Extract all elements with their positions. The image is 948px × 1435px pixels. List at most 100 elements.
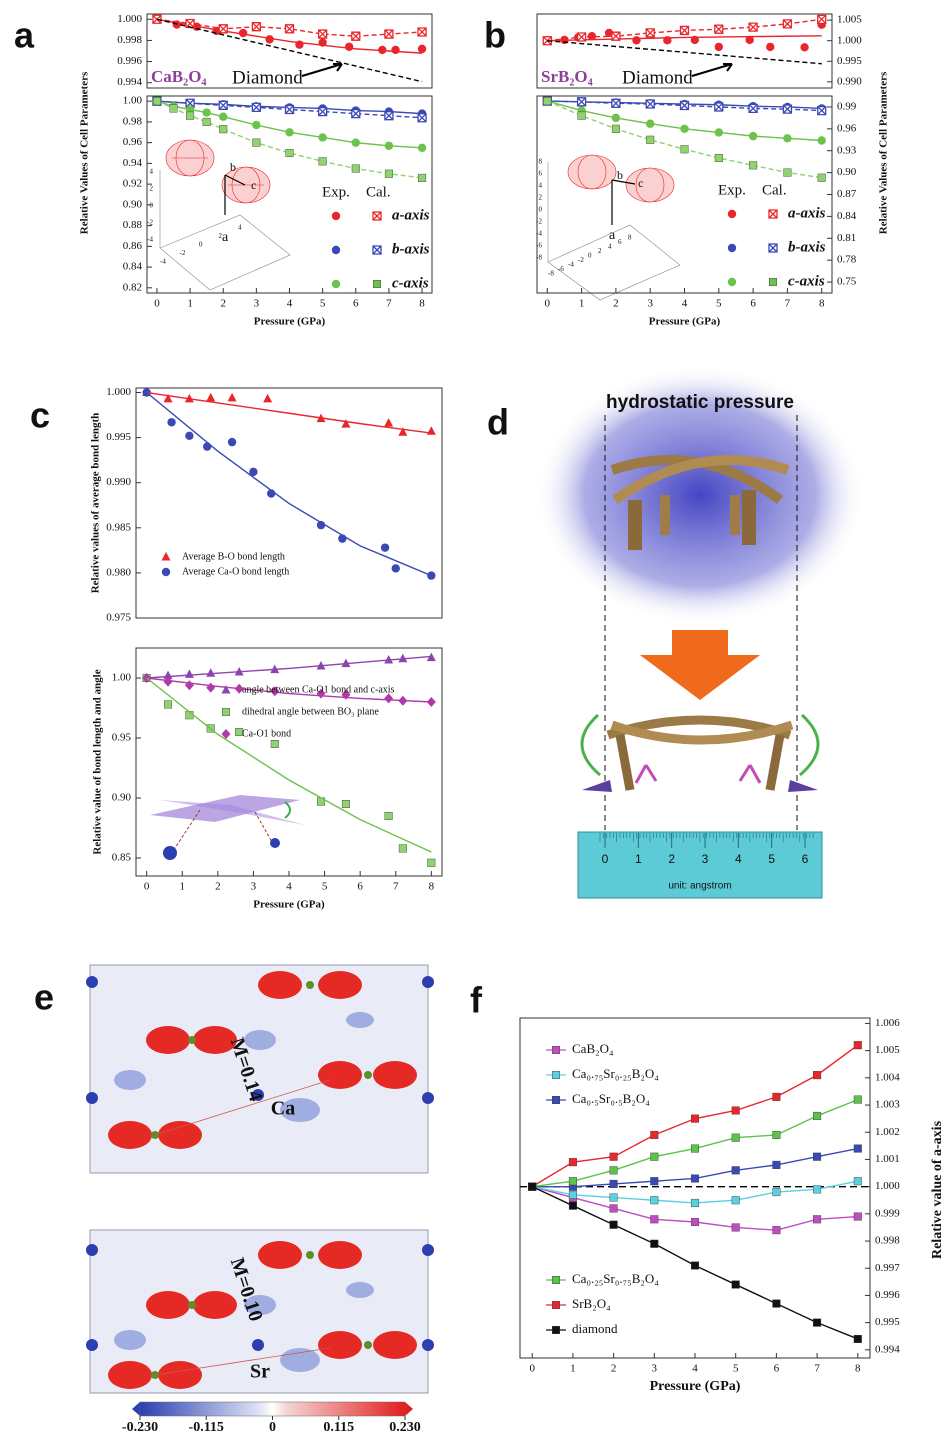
- y-tick-label: 1.002: [875, 1126, 900, 1138]
- inset-axis-label: a: [609, 228, 616, 243]
- inset-tick-label: -4: [147, 236, 153, 244]
- marker: [732, 1281, 740, 1289]
- x-tick-label: 0: [545, 298, 551, 310]
- y-tick-label: 0.84: [123, 261, 143, 273]
- x-tick-label: 4: [287, 298, 293, 310]
- marker: [715, 103, 723, 111]
- legend-label: SrB₂O₄: [572, 1296, 611, 1311]
- colorbar-tick-label: -0.230: [122, 1420, 158, 1435]
- ruler-tick-label: 4: [735, 852, 742, 866]
- y-tick-label: 1.005: [875, 1044, 900, 1056]
- marker: [783, 134, 791, 142]
- inset-tick-label: 0: [539, 206, 543, 214]
- inset-tick-label: 2: [598, 247, 602, 255]
- marker: [569, 1202, 577, 1210]
- x-tick-label: 6: [353, 298, 359, 310]
- y-tick-label: 1.000: [837, 34, 862, 46]
- marker: [528, 1183, 536, 1191]
- inset-tick-label: -4: [536, 230, 542, 238]
- legend-label: diamond: [572, 1321, 618, 1336]
- x-tick-label: 0: [529, 1363, 535, 1375]
- y-tick-label: 1.001: [875, 1153, 900, 1165]
- marker: [569, 1177, 577, 1185]
- inset-axis-label: c: [638, 176, 643, 190]
- x-axis-title: Pressure (GPa): [254, 316, 326, 328]
- marker: [373, 280, 381, 288]
- legend-header: Cal.: [366, 184, 391, 200]
- marker: [385, 142, 393, 150]
- x-tick-label: 0: [154, 298, 160, 310]
- y-tick-label: 0.78: [837, 254, 857, 266]
- marker: [749, 162, 757, 170]
- marker: [252, 103, 260, 111]
- marker: [552, 1071, 560, 1079]
- marker: [543, 97, 551, 105]
- marker: [167, 418, 175, 426]
- marker: [680, 125, 688, 133]
- marker: [854, 1096, 862, 1104]
- marker: [186, 112, 194, 120]
- ruler-tick-label: 5: [768, 852, 775, 866]
- x-tick-label: 5: [320, 298, 326, 310]
- marker: [651, 1240, 659, 1248]
- marker: [728, 278, 736, 286]
- colorbar-tick-label: 0.115: [323, 1420, 354, 1435]
- marker: [854, 1213, 862, 1221]
- marker: [681, 145, 689, 153]
- marker: [552, 1096, 560, 1104]
- series-line: [547, 41, 821, 64]
- legend-label: Ca₀.₂₅Sr₀.₇₅B₂O₄: [572, 1271, 659, 1286]
- marker: [341, 419, 350, 428]
- legend-header: Cal.: [762, 182, 787, 198]
- marker: [632, 36, 640, 44]
- marker: [203, 442, 211, 450]
- x-tick-label: 1: [579, 298, 585, 310]
- y-tick-label: 0.994: [117, 76, 142, 88]
- y-tick-label: 0.88: [123, 219, 143, 231]
- marker: [286, 25, 294, 33]
- marker: [219, 25, 227, 33]
- marker: [228, 393, 237, 402]
- legend-header: Exp.: [718, 182, 746, 198]
- y-tick-label: 0.84: [837, 210, 857, 222]
- x-axis-title: Pressure (GPa): [649, 316, 721, 328]
- marker: [385, 812, 393, 820]
- x-tick-label: 4: [692, 1363, 698, 1375]
- x-tick-label: 2: [215, 881, 221, 893]
- marker: [691, 1175, 699, 1183]
- inset-tick-label: 6: [539, 170, 543, 178]
- x-tick-label: 2: [611, 1363, 617, 1375]
- marker: [186, 20, 194, 28]
- panel-d-title: hydrostatic pressure: [606, 392, 794, 413]
- marker: [385, 30, 393, 38]
- marker: [732, 1107, 740, 1115]
- inset-axis-label: a: [222, 230, 229, 245]
- y-tick-label: 0.96: [837, 122, 857, 134]
- marker: [610, 1180, 618, 1188]
- marker: [185, 680, 194, 690]
- legend-label: a-axis: [788, 205, 826, 221]
- panel-e-maps: [86, 965, 434, 1416]
- colorbar-tick-label: 0: [269, 1420, 276, 1435]
- inset-tick-label: 0: [588, 252, 592, 260]
- marker: [749, 132, 757, 140]
- marker: [818, 15, 826, 23]
- panel-d-illustration: [535, 365, 865, 898]
- inset-axis-label: b: [617, 168, 623, 182]
- marker: [854, 1177, 862, 1185]
- marker: [391, 46, 399, 54]
- inset-tick-label: 8: [628, 234, 632, 242]
- marker: [691, 1218, 699, 1226]
- inset-tick-label: -6: [536, 242, 542, 250]
- marker: [783, 105, 791, 113]
- y-tick-label: 0.995: [875, 1316, 900, 1328]
- inset-tick-label: -8: [548, 270, 554, 278]
- marker: [651, 1131, 659, 1139]
- marker: [715, 25, 723, 33]
- ruler-tick-label: 6: [802, 852, 809, 866]
- x-tick-label: 1: [187, 298, 193, 310]
- marker: [381, 543, 389, 551]
- marker: [769, 244, 777, 252]
- marker: [773, 1300, 781, 1308]
- inset-tick-label: 4: [608, 243, 612, 251]
